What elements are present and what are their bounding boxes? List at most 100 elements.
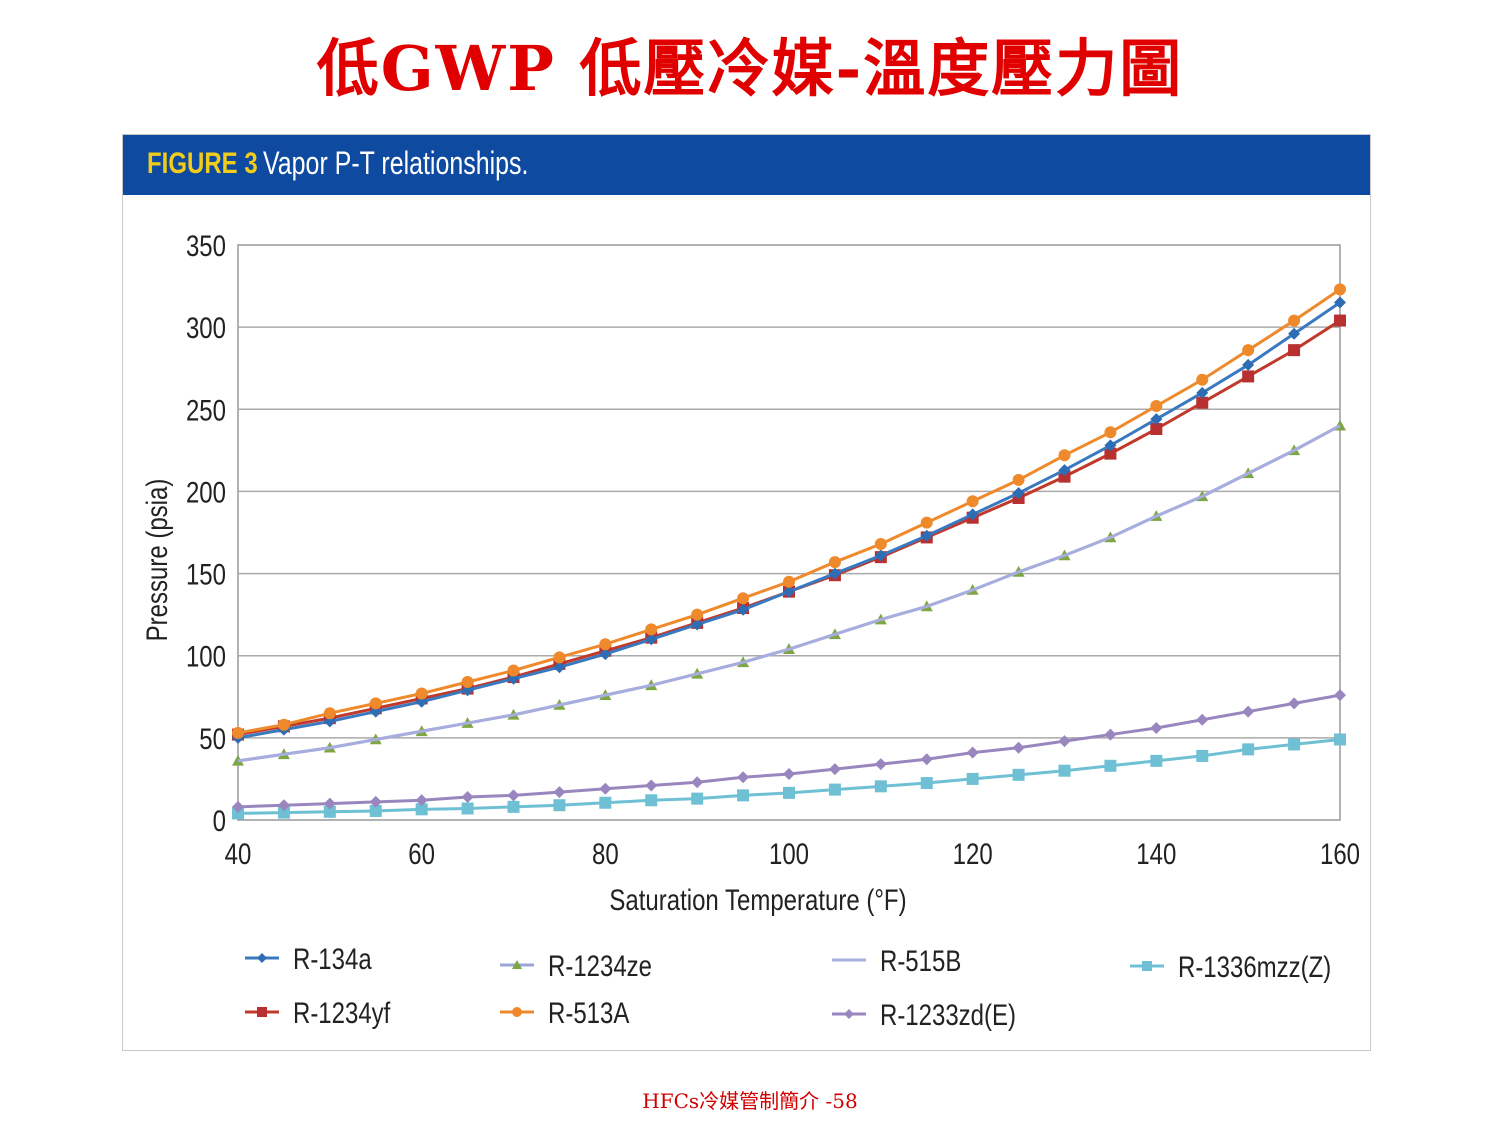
data-point-R-513A	[783, 575, 795, 588]
y-tick-label: 350	[186, 228, 226, 262]
data-point-R-134a	[1104, 439, 1117, 452]
data-point-R-513A	[232, 726, 244, 739]
data-point-R-1234yf	[1150, 423, 1163, 435]
data-point-R-1336mzz(Z)	[645, 794, 658, 807]
data-point-R-1336mzz(Z)	[369, 804, 382, 817]
y-tick-label: 250	[186, 393, 226, 427]
data-point-R-1233zd(E)	[232, 800, 244, 813]
data-point-R-1233zd(E)	[874, 758, 887, 771]
data-point-R-1233zd(E)	[1104, 728, 1117, 741]
legend-marker-R-513A	[512, 1007, 522, 1017]
data-point-R-513A	[645, 623, 658, 636]
data-point-R-1233zd(E)	[369, 795, 382, 808]
data-point-R-1336mzz(Z)	[415, 803, 428, 816]
data-point-R-134a	[1196, 386, 1209, 399]
data-point-R-134a	[415, 695, 428, 708]
series-line-R-134a	[237, 301, 1341, 740]
data-point-R-134a	[1334, 296, 1346, 309]
legend-marker-R-1234yf	[257, 1007, 267, 1017]
data-point-R-134a	[1012, 487, 1025, 500]
data-point-R-513A	[874, 538, 887, 550]
legend-label: R-134a	[293, 941, 372, 975]
data-point-R-1336mzz(Z)	[1334, 733, 1346, 746]
series-line-R-515B	[237, 424, 1341, 763]
legend-marker-R-1233zd(E)	[844, 1009, 854, 1019]
series-line-R-513A	[237, 288, 1341, 735]
figure-caption: Vapor P-T relationships.	[263, 145, 529, 181]
data-point-R-134a	[507, 672, 520, 685]
data-point-R-1233zd(E)	[415, 794, 428, 807]
data-point-R-1233zd(E)	[553, 786, 566, 799]
data-point-R-513A	[323, 707, 336, 720]
data-point-R-134a	[323, 715, 336, 728]
data-point-R-513A	[691, 608, 704, 621]
legend-label: R-1233zd(E)	[880, 997, 1016, 1031]
data-point-R-1336mzz(Z)	[783, 786, 795, 799]
data-point-R-513A	[369, 697, 382, 710]
data-point-R-1233zd(E)	[1334, 689, 1346, 702]
data-point-R-513A	[920, 516, 933, 529]
x-axis-label: Saturation Temperature (°F)	[609, 882, 906, 916]
figure-label: FIGURE 3	[147, 147, 258, 180]
data-point-R-1233zd(E)	[737, 771, 750, 784]
data-point-R-1234yf	[1288, 344, 1301, 357]
data-point-R-1233zd(E)	[1242, 705, 1255, 718]
data-point-R-1336mzz(Z)	[232, 807, 244, 820]
data-point-R-513A	[553, 651, 566, 664]
data-point-R-134a	[1058, 464, 1071, 477]
data-point-R-134a	[461, 684, 474, 697]
y-tick-label: 150	[186, 557, 226, 591]
data-point-R-513A	[1288, 314, 1301, 327]
data-point-R-1233zd(E)	[277, 799, 290, 812]
data-point-R-1336mzz(Z)	[599, 796, 612, 809]
y-tick-label: 300	[186, 311, 226, 345]
figure-header: FIGURE 3 Vapor P-T relationships.	[123, 135, 1370, 195]
data-point-R-1233zd(E)	[507, 789, 520, 802]
data-point-R-513A	[737, 592, 750, 605]
data-point-R-513A	[1150, 400, 1163, 412]
data-point-R-1233zd(E)	[1150, 722, 1163, 734]
data-point-R-513A	[1196, 373, 1209, 386]
data-point-R-1233zd(E)	[1012, 741, 1025, 754]
data-point-R-1336mzz(Z)	[1058, 764, 1071, 777]
data-point-R-1233zd(E)	[966, 746, 979, 759]
data-point-R-1233zd(E)	[1288, 697, 1301, 710]
data-point-R-1233zd(E)	[599, 782, 612, 795]
legend-label: R-1234ze	[548, 948, 652, 982]
data-point-R-1336mzz(Z)	[277, 806, 290, 819]
data-point-R-513A	[1104, 426, 1117, 439]
data-point-R-513A	[599, 638, 612, 651]
data-point-R-513A	[1242, 344, 1255, 357]
data-point-R-513A	[507, 664, 520, 677]
data-point-R-1336mzz(Z)	[461, 802, 474, 815]
legend-label: R-1234yf	[293, 995, 391, 1029]
data-point-R-513A	[828, 556, 841, 569]
legend-label: R-513A	[548, 995, 630, 1029]
data-point-R-1233zd(E)	[1196, 713, 1209, 726]
data-point-R-1336mzz(Z)	[828, 783, 841, 796]
data-point-R-1336mzz(Z)	[737, 789, 750, 802]
data-point-R-1336mzz(Z)	[1288, 738, 1301, 751]
data-point-R-1336mzz(Z)	[874, 780, 887, 793]
data-point-R-1233zd(E)	[461, 791, 474, 803]
data-point-R-1233zd(E)	[645, 779, 658, 792]
data-point-R-513A	[1058, 449, 1071, 462]
data-point-R-1233zd(E)	[828, 763, 841, 776]
legend-label: R-1336mzz(Z)	[1178, 949, 1331, 983]
data-point-R-513A	[1012, 473, 1025, 486]
data-point-R-134a	[783, 585, 795, 598]
data-point-R-1233zd(E)	[691, 776, 704, 789]
data-point-R-513A	[966, 495, 979, 508]
y-tick-label: 100	[186, 639, 226, 673]
data-point-R-513A	[1334, 283, 1346, 296]
y-tick-label: 0	[213, 803, 226, 837]
data-point-R-134a	[966, 508, 979, 521]
slide-title: 低GWP 低壓冷媒-溫度壓力圖	[316, 32, 1184, 105]
legend-marker-R-1234ze	[512, 960, 522, 969]
x-tick-label: 60	[408, 836, 435, 870]
data-point-R-1233zd(E)	[323, 797, 336, 810]
data-point-R-1336mzz(Z)	[1150, 754, 1163, 767]
data-point-R-134a	[369, 705, 382, 718]
x-tick-label: 100	[769, 836, 809, 870]
